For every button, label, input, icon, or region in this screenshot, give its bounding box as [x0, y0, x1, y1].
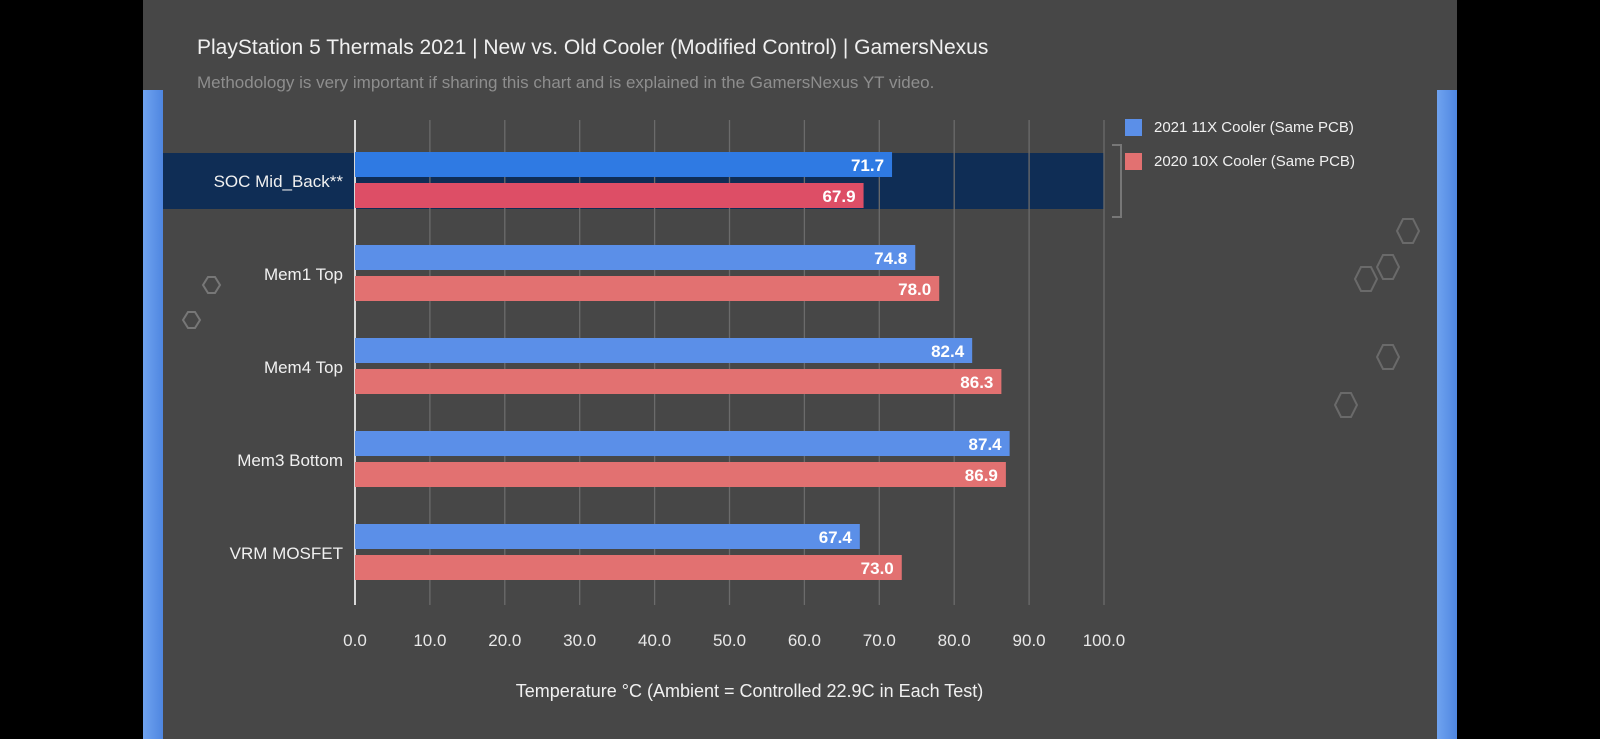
left-accent-strip: [143, 90, 163, 739]
bar-2021-mem1-top: [355, 245, 916, 270]
bar-2020-soc-mid-back: [355, 183, 864, 208]
bar-2020-mem1-top: [355, 276, 940, 301]
bar-2020-vrm-mosfet: [355, 555, 902, 580]
legend-item-2020: 2020 10X Cooler (Same PCB): [1125, 153, 1355, 170]
bar-2021-vrm-mosfet: [355, 524, 860, 549]
x-tick-label: 10.0: [413, 631, 446, 650]
bar-2020-mem4-top: [355, 369, 1002, 394]
category-label-soc-mid-back: SOC Mid_Back**: [214, 172, 344, 191]
hexagon-decoration-right: [1333, 218, 1421, 418]
bar-2020-mem3-bottom: [355, 462, 1006, 487]
legend-item-2021: 2021 11X Cooler (Same PCB): [1125, 119, 1354, 136]
x-tick-label: 100.0: [1083, 631, 1126, 650]
bar-2021-mem3-bottom: [355, 431, 1010, 456]
bar-value-label: 78.0: [898, 280, 931, 299]
x-tick-label: 20.0: [488, 631, 521, 650]
x-tick-label: 80.0: [938, 631, 971, 650]
legend-swatch-2020: [1125, 153, 1142, 170]
x-tick-label: 30.0: [563, 631, 596, 650]
category-label-mem3-bottom: Mem3 Bottom: [237, 451, 343, 470]
highlight-bracket: [1112, 144, 1122, 218]
x-tick-label: 40.0: [638, 631, 671, 650]
chart-subtitle: Methodology is very important if sharing…: [197, 73, 935, 92]
bar-value-label: 67.4: [819, 528, 853, 547]
x-tick-label: 70.0: [863, 631, 896, 650]
bar-value-label: 74.8: [874, 249, 907, 268]
category-label-vrm-mosfet: VRM MOSFET: [230, 544, 343, 563]
bar-value-label: 73.0: [861, 559, 894, 578]
bar-chart: 0.0 10.0 20.0 30.0 40.0 50.0 60.0 70.0 80.0 90.0 1…: [163, 120, 1126, 701]
x-tick-label: 90.0: [1013, 631, 1046, 650]
hexagon-decoration-left: [181, 276, 222, 329]
bar-value-label: 86.3: [960, 373, 993, 392]
chart-panel: PlayStation 5 Thermals 2021 | New vs. Ol…: [143, 0, 1457, 739]
bar-value-label: 71.7: [851, 156, 884, 175]
bar-value-label: 86.9: [965, 466, 998, 485]
bar-2021-mem4-top: [355, 338, 973, 363]
chart-title: PlayStation 5 Thermals 2021 | New vs. Ol…: [197, 36, 989, 59]
legend-label-2021: 2021 11X Cooler (Same PCB): [1154, 119, 1354, 136]
category-label-mem1-top: Mem1 Top: [264, 265, 343, 284]
legend-swatch-2021: [1125, 119, 1142, 136]
bar-value-label: 87.4: [969, 435, 1003, 454]
x-tick-label: 50.0: [713, 631, 746, 650]
x-tick-label: 0.0: [343, 631, 367, 650]
bar-value-label: 82.4: [931, 342, 965, 361]
bar-value-label: 67.9: [822, 187, 855, 206]
x-axis-label: Temperature °C (Ambient = Controlled 22.…: [516, 681, 984, 701]
bar-2021-soc-mid-back: [355, 152, 893, 177]
x-tick-label: 60.0: [788, 631, 821, 650]
right-accent-strip: [1437, 90, 1457, 739]
category-label-mem4-top: Mem4 Top: [264, 358, 343, 377]
legend-label-2020: 2020 10X Cooler (Same PCB): [1154, 153, 1355, 170]
